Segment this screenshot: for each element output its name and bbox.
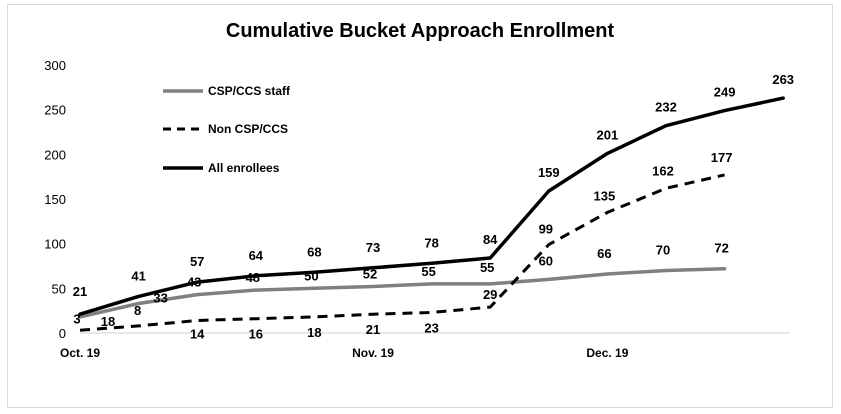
- x-tick-label: Oct. 19: [60, 346, 100, 360]
- data-label: 135: [594, 188, 616, 203]
- data-label: 18: [307, 325, 321, 340]
- series-line-all-enrollees: [78, 96, 785, 316]
- legend-label: CSP/CCS staff: [208, 84, 291, 98]
- data-label: 16: [249, 327, 263, 342]
- data-label: 78: [424, 235, 438, 250]
- y-tick-label: 0: [59, 326, 66, 341]
- data-label: 52: [363, 267, 377, 282]
- data-label: 159: [538, 165, 560, 180]
- data-label: 84: [483, 232, 498, 247]
- y-tick-label: 100: [44, 237, 66, 252]
- data-label: 43: [187, 275, 201, 290]
- data-label: 48: [246, 270, 260, 285]
- data-label: 57: [190, 254, 204, 269]
- legend: CSP/CCS staff Non CSP/CCS All enrollees: [163, 84, 291, 175]
- data-label: 162: [652, 163, 674, 178]
- y-tick-label: 200: [44, 147, 66, 162]
- data-label: 14: [190, 326, 205, 341]
- x-tick-label: Dec. 19: [586, 346, 628, 360]
- data-label: 263: [772, 72, 794, 87]
- data-label: 232: [655, 100, 677, 115]
- data-label: 66: [597, 246, 611, 261]
- y-axis: 0 50 100 150 200 250 300: [44, 58, 66, 341]
- data-label: 64: [249, 248, 264, 263]
- data-label: 60: [539, 253, 553, 268]
- series-line-non-csp-ccs: [79, 173, 725, 332]
- legend-label: Non CSP/CCS: [208, 122, 288, 136]
- data-label: 55: [421, 264, 435, 279]
- data-label: 55: [480, 260, 494, 275]
- data-label: 21: [366, 322, 380, 337]
- data-label: 41: [131, 268, 145, 283]
- y-tick-label: 150: [44, 192, 66, 207]
- data-label: 177: [711, 150, 733, 165]
- data-label: 68: [307, 244, 321, 259]
- data-label: 3: [73, 311, 80, 326]
- data-label: 73: [366, 240, 380, 255]
- data-label: 33: [153, 291, 167, 306]
- x-axis: Oct. 19 Nov. 19 Dec. 19: [60, 346, 629, 360]
- data-label: 249: [714, 85, 736, 100]
- data-label: 23: [424, 320, 438, 335]
- chart-frame: [7, 4, 833, 408]
- data-label: 72: [714, 241, 728, 256]
- y-tick-label: 50: [52, 281, 66, 296]
- chart-title: Cumulative Bucket Approach Enrollment: [226, 20, 615, 42]
- x-tick-label: Nov. 19: [352, 346, 394, 360]
- data-label: 201: [597, 127, 619, 142]
- series-line-csp-ccs-staff: [78, 266, 727, 319]
- y-tick-label: 250: [44, 103, 66, 118]
- series-layer: [78, 96, 785, 332]
- y-tick-label: 300: [44, 58, 66, 73]
- legend-label: All enrollees: [208, 161, 280, 175]
- data-label-layer: 18 33 43 48 50 52 55 55 60 66 70 72 3 8 14 16 18 21 23 29 99…: [73, 72, 794, 342]
- data-label: 29: [483, 287, 497, 302]
- data-label: 21: [73, 284, 87, 299]
- data-label: 50: [304, 268, 318, 283]
- data-label: 8: [134, 303, 141, 318]
- data-label: 99: [539, 222, 553, 237]
- data-label: 18: [101, 314, 115, 329]
- data-label: 70: [656, 242, 670, 257]
